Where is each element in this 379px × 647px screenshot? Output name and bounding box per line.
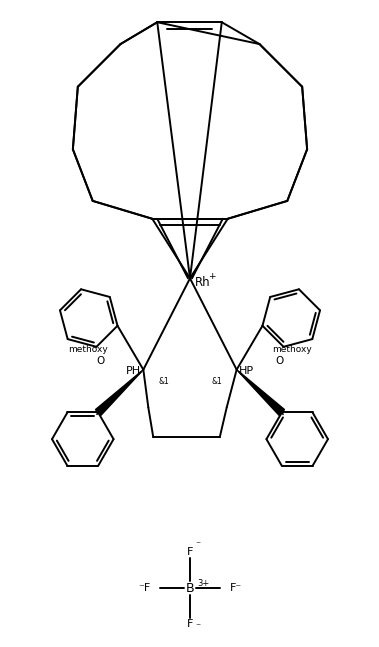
Text: B: B <box>186 582 194 595</box>
Text: Rh: Rh <box>195 276 211 289</box>
Text: ⁻: ⁻ <box>195 622 200 631</box>
Text: O: O <box>96 356 105 366</box>
Text: methoxy: methoxy <box>69 345 108 354</box>
Text: &1: &1 <box>158 377 169 386</box>
Text: F: F <box>187 619 193 629</box>
Text: &1: &1 <box>211 377 222 386</box>
Text: ⁻F: ⁻F <box>138 583 150 593</box>
Text: methoxy: methoxy <box>272 345 312 354</box>
Text: PH: PH <box>126 366 141 376</box>
Text: ⁻: ⁻ <box>195 540 200 551</box>
Text: F⁻: F⁻ <box>230 583 242 593</box>
Polygon shape <box>96 369 143 415</box>
Text: +: + <box>208 272 215 281</box>
Text: 3+: 3+ <box>197 578 209 587</box>
Text: F: F <box>187 547 193 557</box>
Polygon shape <box>236 369 285 415</box>
Text: HP: HP <box>239 366 254 376</box>
Text: O: O <box>276 356 284 366</box>
